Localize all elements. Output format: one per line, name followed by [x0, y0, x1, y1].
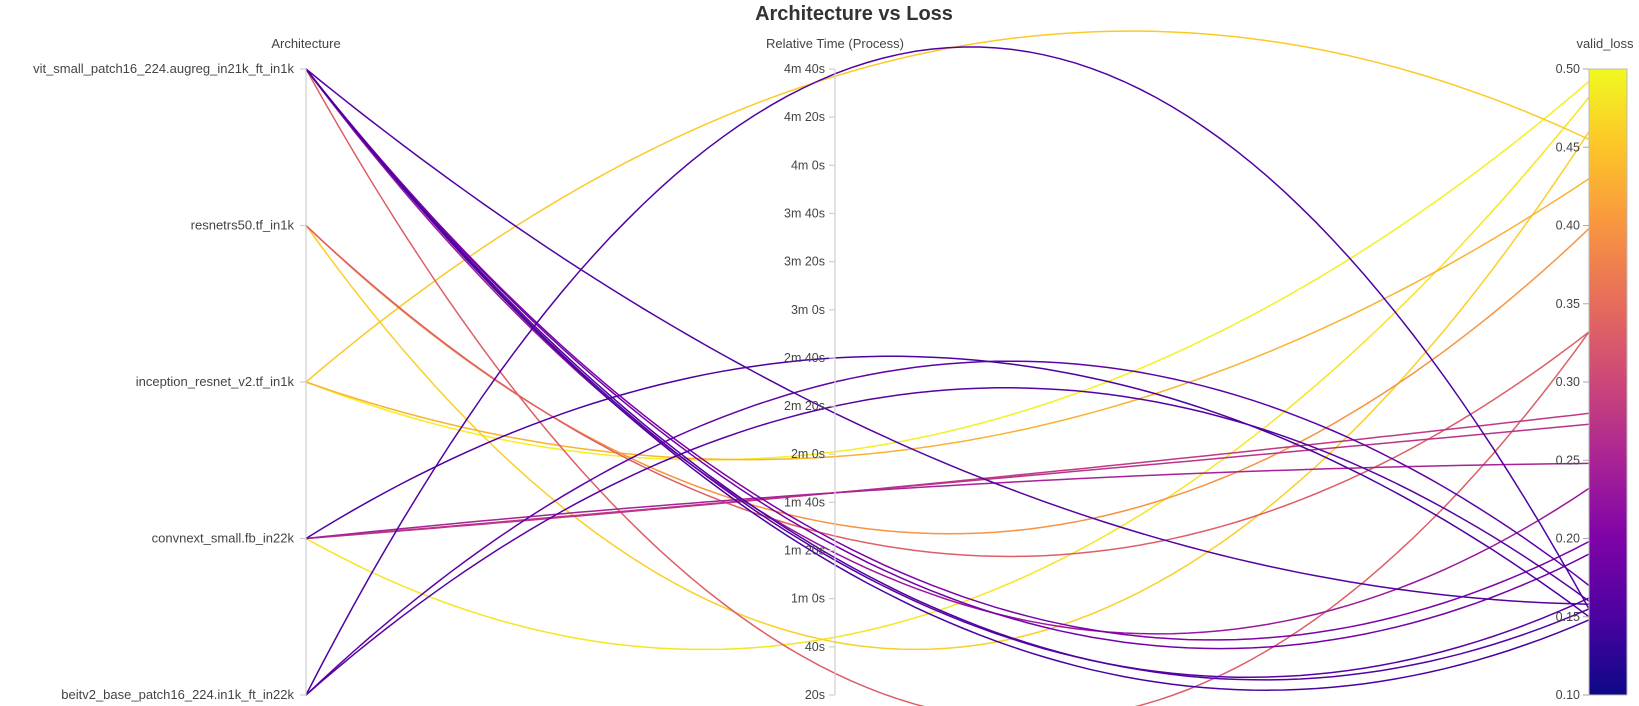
time-tick-label: 4m 20s — [784, 110, 825, 124]
loss-colorbar — [1588, 68, 1628, 696]
loss-tick-label: 0.10 — [1556, 688, 1580, 702]
run-line[interactable] — [305, 68, 1590, 679]
architecture-tick-label: beitv2_base_patch16_224.in1k_ft_in22k — [61, 687, 294, 702]
time-tick-label: 4m 40s — [784, 62, 825, 76]
time-tick-label: 2m 0s — [791, 447, 825, 461]
run-line[interactable] — [305, 96, 1590, 651]
run-line[interactable] — [305, 387, 1590, 696]
time-tick-label: 1m 40s — [784, 495, 825, 509]
time-tick-label: 3m 20s — [784, 255, 825, 269]
time-tick-label: 3m 40s — [784, 206, 825, 220]
run-line[interactable] — [305, 30, 1590, 383]
loss-axis: valid_loss 0.10 0.15 0.20 0.25 0.30 0.35 0.40 0… — [1556, 36, 1634, 702]
loss-tick-label: 0.15 — [1556, 610, 1580, 624]
loss-tick-label: 0.45 — [1556, 140, 1580, 154]
loss-axis-title: valid_loss — [1576, 36, 1634, 51]
loss-tick-label: 0.25 — [1556, 453, 1580, 467]
run-lines — [305, 30, 1590, 706]
architecture-tick-label: vit_small_patch16_224.augreg_in21k_ft_in… — [33, 61, 294, 76]
run-line[interactable] — [305, 412, 1590, 540]
time-axis-title: Relative Time (Process) — [766, 36, 904, 51]
loss-tick-label: 0.40 — [1556, 219, 1580, 233]
run-line[interactable] — [305, 224, 1590, 535]
run-line[interactable] — [305, 131, 1590, 651]
run-line[interactable] — [305, 177, 1590, 461]
run-line[interactable] — [305, 68, 1590, 691]
loss-tick-label: 0.35 — [1556, 297, 1580, 311]
architecture-axis-title: Architecture — [271, 36, 340, 51]
run-line[interactable] — [305, 68, 1590, 635]
run-line[interactable] — [305, 423, 1590, 540]
run-line[interactable] — [305, 355, 1590, 618]
time-tick-label: 1m 0s — [791, 592, 825, 606]
run-line[interactable] — [305, 68, 1590, 681]
architecture-axis: Architecture vit_small_patch16_224.augre… — [33, 36, 341, 702]
run-line[interactable] — [305, 68, 1590, 641]
chart-title: Architecture vs Loss — [755, 3, 953, 25]
run-line[interactable] — [305, 360, 1590, 696]
run-line[interactable] — [305, 80, 1590, 461]
run-line[interactable] — [305, 68, 1590, 605]
loss-tick-label: 0.20 — [1556, 532, 1580, 546]
architecture-tick-label: convnext_small.fb_in22k — [152, 531, 295, 546]
time-tick-label: 2m 40s — [784, 351, 825, 365]
loss-tick-label: 0.50 — [1556, 62, 1580, 76]
time-tick-label: 1m 20s — [784, 544, 825, 558]
time-tick-label: 40s — [805, 640, 825, 654]
time-tick-label: 4m 0s — [791, 158, 825, 172]
run-line[interactable] — [305, 462, 1590, 540]
time-tick-label: 3m 0s — [791, 303, 825, 317]
time-tick-label: 20s — [805, 688, 825, 702]
run-line[interactable] — [305, 224, 1590, 558]
loss-tick-label: 0.30 — [1556, 375, 1580, 389]
time-tick-label: 2m 20s — [784, 399, 825, 413]
architecture-tick-label: resnetrs50.tf_in1k — [191, 218, 295, 233]
run-line[interactable] — [305, 46, 1590, 696]
run-line[interactable] — [305, 68, 1590, 706]
time-axis: Relative Time (Process) 20s 40s 1m 0s 1m 20… — [766, 36, 904, 702]
architecture-tick-label: inception_resnet_v2.tf_in1k — [136, 374, 295, 389]
run-line[interactable] — [305, 68, 1590, 650]
